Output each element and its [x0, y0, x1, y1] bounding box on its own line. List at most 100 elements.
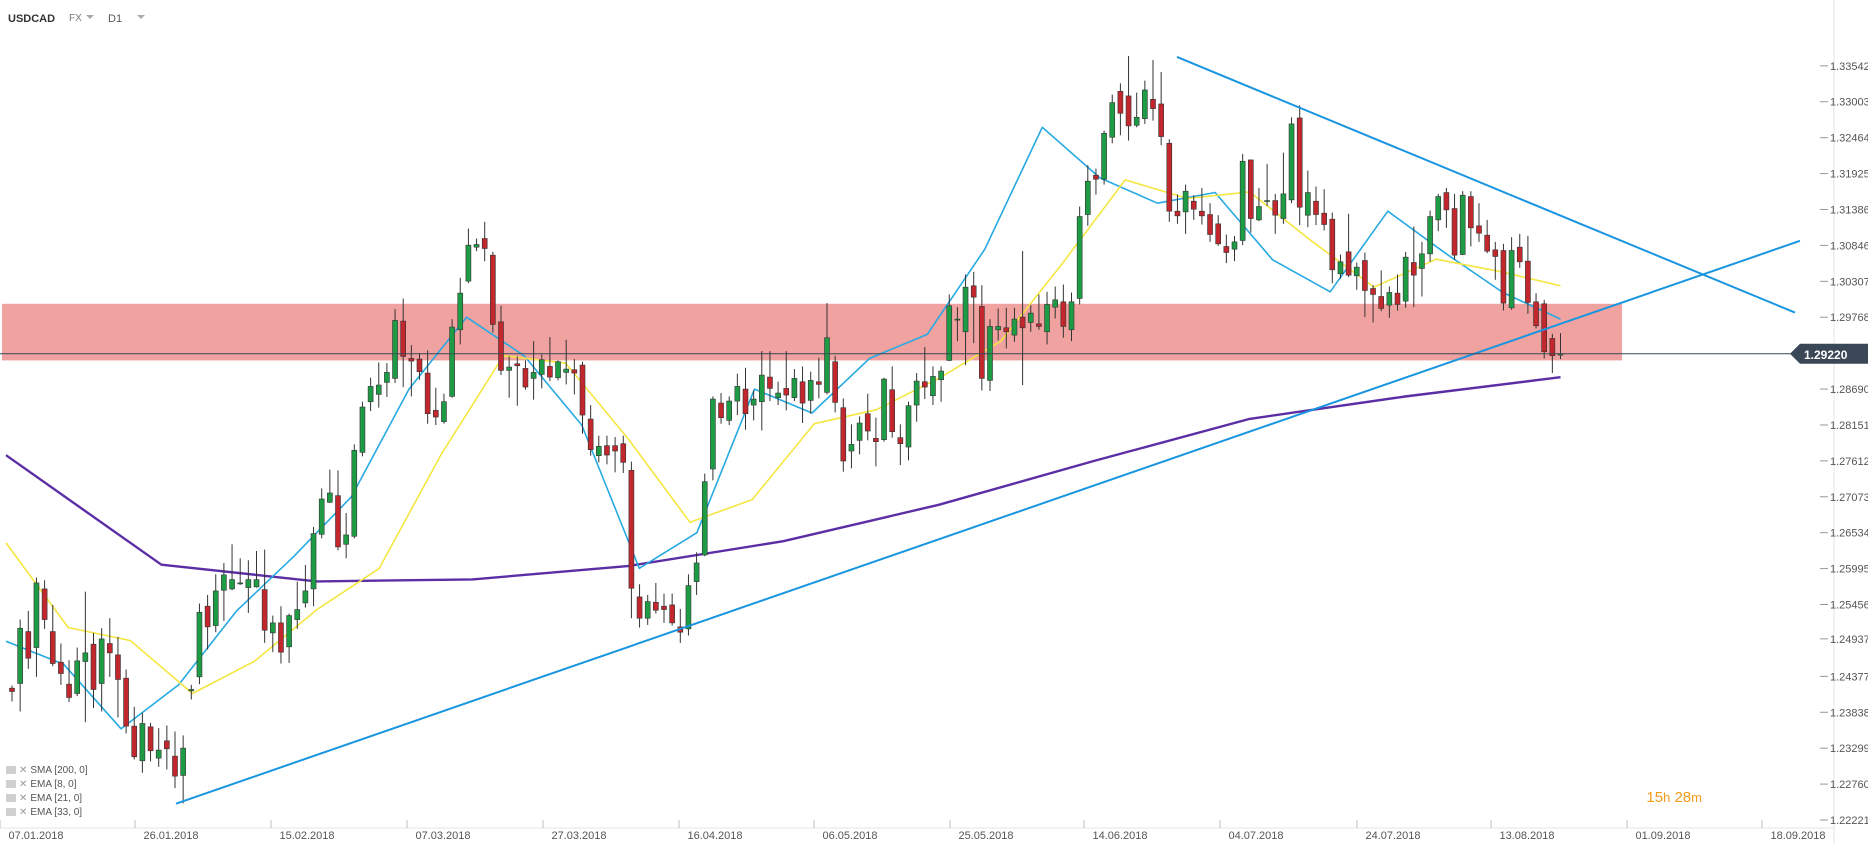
candle-body	[1394, 292, 1401, 305]
candle-body	[269, 622, 276, 634]
candle-body	[750, 398, 757, 406]
candle-body	[498, 321, 504, 371]
chevron-down-icon[interactable]	[86, 15, 94, 19]
candle-body	[196, 611, 203, 678]
candle-body	[701, 481, 708, 556]
x-tick-label: 07.03.2018	[415, 830, 470, 842]
candle-body	[840, 407, 847, 462]
candle-body	[1036, 323, 1042, 327]
candle-body	[1223, 246, 1230, 253]
candle-body	[514, 363, 521, 367]
candle-body	[718, 402, 724, 419]
symbol-label[interactable]: USDCAD	[8, 13, 56, 25]
candle-body	[359, 406, 366, 453]
y-tick-label: 1.33003	[1830, 97, 1868, 109]
candle-body	[261, 589, 268, 631]
candle-body	[522, 368, 529, 388]
candle-body	[1525, 260, 1531, 303]
candle-body	[555, 361, 561, 379]
candle-body	[791, 378, 798, 399]
candle-body	[930, 376, 936, 397]
candle-body	[1386, 292, 1393, 306]
candle-body	[685, 585, 692, 630]
candle-body	[962, 286, 969, 333]
indicator-icon	[6, 766, 16, 775]
candle-body	[1248, 159, 1254, 219]
candle-body	[343, 534, 349, 545]
close-icon[interactable]: ✕	[19, 807, 28, 818]
candle-body	[1451, 208, 1458, 256]
candle-body	[131, 725, 138, 758]
candle-body	[58, 661, 64, 674]
legend-ema-8[interactable]: ✕ EMA [8, 0]	[6, 779, 77, 790]
candle-body	[921, 381, 928, 388]
candle-body	[758, 374, 765, 403]
y-tick-label: 1.28151	[1830, 420, 1868, 432]
candle-body	[775, 392, 781, 399]
candle-body	[807, 380, 814, 401]
chevron-down-icon[interactable]	[137, 15, 145, 19]
candle-body	[204, 605, 211, 628]
candle-body	[620, 443, 627, 463]
candle-body	[1508, 250, 1515, 309]
legend-sma-200[interactable]: ✕ SMA [200, 0]	[6, 765, 88, 776]
candle-body	[164, 740, 170, 750]
x-tick-label: 04.07.2018	[1228, 830, 1283, 842]
candle-body	[889, 389, 896, 432]
candle-body	[90, 643, 97, 690]
candle-body	[1345, 251, 1352, 276]
candle-body	[98, 638, 105, 684]
candle-body	[848, 444, 855, 452]
candle-body	[506, 366, 512, 371]
candle-body	[897, 437, 904, 444]
candle-body	[1370, 288, 1376, 295]
close-icon[interactable]: ✕	[19, 765, 28, 776]
candle-body	[1500, 250, 1507, 304]
legend-ema-21[interactable]: ✕ EMA [21, 0]	[6, 793, 82, 804]
close-icon[interactable]: ✕	[19, 793, 28, 804]
candle-body	[1215, 223, 1221, 245]
candle-body	[1158, 103, 1164, 137]
close-icon[interactable]: ✕	[19, 779, 28, 790]
candle-body	[832, 361, 838, 403]
candle-body	[115, 654, 121, 680]
timeframe-selector[interactable]: D1	[108, 13, 123, 25]
candle-body	[49, 631, 56, 664]
candle-body	[1288, 123, 1295, 201]
candle-body	[473, 244, 480, 248]
candle-body	[327, 492, 333, 503]
candle-body	[864, 413, 871, 432]
y-tick-label: 1.22760	[1830, 779, 1868, 791]
timer-hours: 15	[1646, 789, 1664, 806]
candle-body	[465, 244, 472, 282]
candle-body	[147, 726, 154, 752]
candle-body	[139, 723, 146, 762]
candle-body	[1516, 246, 1523, 263]
x-tick-label: 07.01.2018	[8, 830, 63, 842]
candle-body	[41, 588, 48, 620]
y-tick-label: 1.24377	[1830, 671, 1868, 683]
candle-body	[881, 378, 887, 440]
candle-body	[1443, 192, 1450, 211]
candle-body	[1190, 200, 1197, 210]
candle-body	[245, 579, 252, 588]
trendline-down	[1176, 56, 1796, 314]
candle-body	[253, 579, 260, 588]
candle-body	[155, 749, 162, 759]
candle-body	[107, 643, 113, 654]
candle-body	[595, 446, 602, 456]
legend-label: EMA [21, 0]	[30, 793, 83, 804]
x-tick-label: 25.05.2018	[958, 830, 1013, 842]
candle-body	[726, 400, 733, 421]
instrument-type[interactable]: FX	[69, 13, 82, 24]
candle-body	[432, 410, 439, 418]
candle-body	[1337, 261, 1344, 275]
candle-body	[1329, 218, 1336, 271]
x-tick-label: 27.03.2018	[551, 830, 606, 842]
candle-body	[1166, 142, 1173, 212]
legend-ema-33[interactable]: ✕ EMA [33, 0]	[6, 807, 82, 818]
y-tick-label: 1.31386	[1830, 204, 1868, 216]
candle-body	[172, 755, 178, 777]
candle-body	[856, 422, 863, 441]
